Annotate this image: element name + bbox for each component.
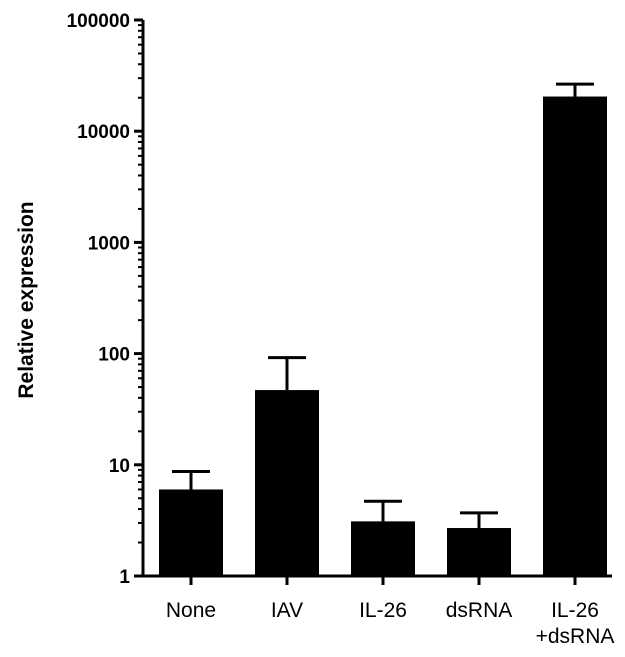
y-tick-label: 100000 <box>67 11 130 32</box>
y-ticks: 1 10 100 1000 10000 100000 <box>67 11 143 588</box>
y-tick-label: 10 <box>109 456 130 477</box>
y-axis-label-group: Relative expression <box>15 201 38 398</box>
x-tick-label-line: None <box>166 599 216 622</box>
x-tick-label-line: IL-26 <box>551 599 599 622</box>
x-tick-label: None <box>166 599 216 622</box>
y-axis-label: Relative expression <box>15 201 38 398</box>
bar <box>159 489 223 576</box>
x-tick-label: dsRNA <box>446 599 513 622</box>
bar <box>447 528 511 576</box>
x-tick-label-line: IAV <box>271 599 303 622</box>
bars <box>159 96 607 577</box>
x-tick-label: IL-26 <box>359 599 407 622</box>
y-tick-label: 100 <box>98 345 130 366</box>
x-tick-label: IAV <box>271 599 303 622</box>
x-tick-label-line: IL-26 <box>359 599 407 622</box>
x-tick-label-line: dsRNA <box>446 599 513 622</box>
bar <box>543 96 607 577</box>
x-tick-label-line: +dsRNA <box>536 625 615 648</box>
y-tick-label: 1 <box>119 567 130 588</box>
x-tick-label: IL-26 +dsRNA <box>536 599 615 648</box>
bar <box>351 521 415 576</box>
y-tick-label: 10000 <box>77 122 130 143</box>
y-tick-label: 1000 <box>88 233 130 254</box>
error-bars <box>172 82 594 529</box>
x-ticks: None IAV IL-26 dsRNA IL-26 +dsRNA <box>166 576 614 648</box>
bar <box>255 390 319 576</box>
